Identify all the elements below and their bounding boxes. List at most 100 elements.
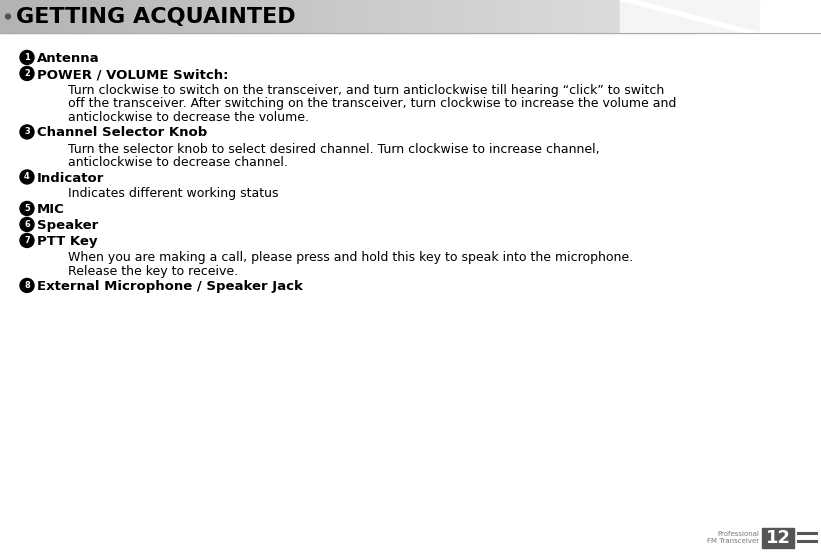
Circle shape — [20, 51, 34, 64]
Bar — [635, 0, 637, 33]
Bar — [273, 0, 275, 33]
Bar — [360, 0, 362, 33]
Bar — [571, 0, 574, 33]
Bar — [613, 0, 616, 33]
Bar — [762, 528, 794, 548]
Bar — [110, 0, 112, 33]
Bar — [346, 0, 347, 33]
Bar — [674, 0, 677, 33]
Bar — [166, 0, 168, 33]
Text: Speaker: Speaker — [37, 219, 99, 232]
Bar — [565, 0, 567, 33]
Bar — [233, 0, 236, 33]
Bar — [98, 0, 100, 33]
Bar — [2, 0, 5, 33]
Text: PTT Key: PTT Key — [37, 235, 98, 248]
Text: 2: 2 — [24, 69, 30, 78]
Bar — [119, 0, 122, 33]
Bar — [180, 0, 182, 33]
Bar — [310, 0, 313, 33]
Text: When you are making a call, please press and hold this key to speak into the mic: When you are making a call, please press… — [68, 251, 633, 264]
Bar — [170, 0, 172, 33]
Bar — [369, 0, 371, 33]
Bar — [357, 0, 360, 33]
Bar — [493, 0, 495, 33]
Bar — [213, 0, 214, 33]
Bar — [324, 0, 327, 33]
Bar — [332, 0, 333, 33]
Bar — [560, 0, 562, 33]
Bar — [128, 0, 131, 33]
Bar — [199, 0, 200, 33]
Bar — [112, 0, 114, 33]
Bar — [58, 0, 61, 33]
Bar — [567, 0, 569, 33]
Bar — [313, 0, 315, 33]
Bar — [539, 0, 541, 33]
Bar — [436, 0, 438, 33]
Bar — [25, 0, 28, 33]
Bar — [319, 0, 322, 33]
Bar — [658, 0, 660, 33]
Bar — [642, 0, 644, 33]
Bar — [285, 0, 287, 33]
Bar — [156, 0, 158, 33]
Bar — [684, 0, 686, 33]
Text: Release the key to receive.: Release the key to receive. — [68, 265, 238, 278]
Bar — [250, 0, 252, 33]
Bar — [656, 0, 658, 33]
Bar — [415, 0, 418, 33]
Bar — [275, 0, 277, 33]
Bar — [474, 0, 476, 33]
Text: 8: 8 — [24, 281, 30, 290]
Bar — [30, 0, 33, 33]
Bar — [408, 0, 410, 33]
Bar — [516, 0, 518, 33]
Text: anticlockwise to decrease channel.: anticlockwise to decrease channel. — [68, 156, 288, 169]
Bar — [214, 0, 217, 33]
Bar — [422, 0, 424, 33]
Bar — [397, 0, 399, 33]
Text: Turn the selector knob to select desired channel. Turn clockwise to increase cha: Turn the selector knob to select desired… — [68, 143, 599, 155]
Bar — [469, 0, 471, 33]
Bar — [322, 0, 324, 33]
Text: GETTING ACQUAINTED: GETTING ACQUAINTED — [16, 8, 296, 28]
Bar — [630, 0, 632, 33]
Bar — [177, 0, 180, 33]
Bar — [452, 0, 455, 33]
Bar — [72, 0, 75, 33]
Bar — [677, 0, 679, 33]
Bar — [532, 0, 534, 33]
Bar — [277, 0, 280, 33]
Bar — [66, 0, 67, 33]
Bar — [77, 0, 80, 33]
Bar — [569, 0, 571, 33]
Bar — [457, 0, 460, 33]
Bar — [175, 0, 177, 33]
Circle shape — [20, 67, 34, 80]
Bar — [222, 0, 224, 33]
Bar — [612, 0, 613, 33]
Bar — [667, 0, 670, 33]
Bar — [186, 0, 189, 33]
Bar — [418, 0, 420, 33]
Bar — [63, 0, 66, 33]
Bar — [530, 0, 532, 33]
Bar — [42, 0, 44, 33]
Bar — [385, 0, 388, 33]
Bar — [152, 0, 154, 33]
Bar — [294, 0, 296, 33]
Bar — [86, 0, 89, 33]
Bar — [446, 0, 448, 33]
Bar — [108, 0, 110, 33]
Bar — [374, 0, 376, 33]
Bar — [507, 0, 509, 33]
Bar — [490, 0, 493, 33]
Bar — [252, 0, 255, 33]
Bar — [52, 0, 53, 33]
Bar — [620, 0, 821, 33]
Bar — [91, 0, 94, 33]
Bar — [644, 0, 646, 33]
Text: 1: 1 — [24, 53, 30, 62]
Bar — [343, 0, 346, 33]
